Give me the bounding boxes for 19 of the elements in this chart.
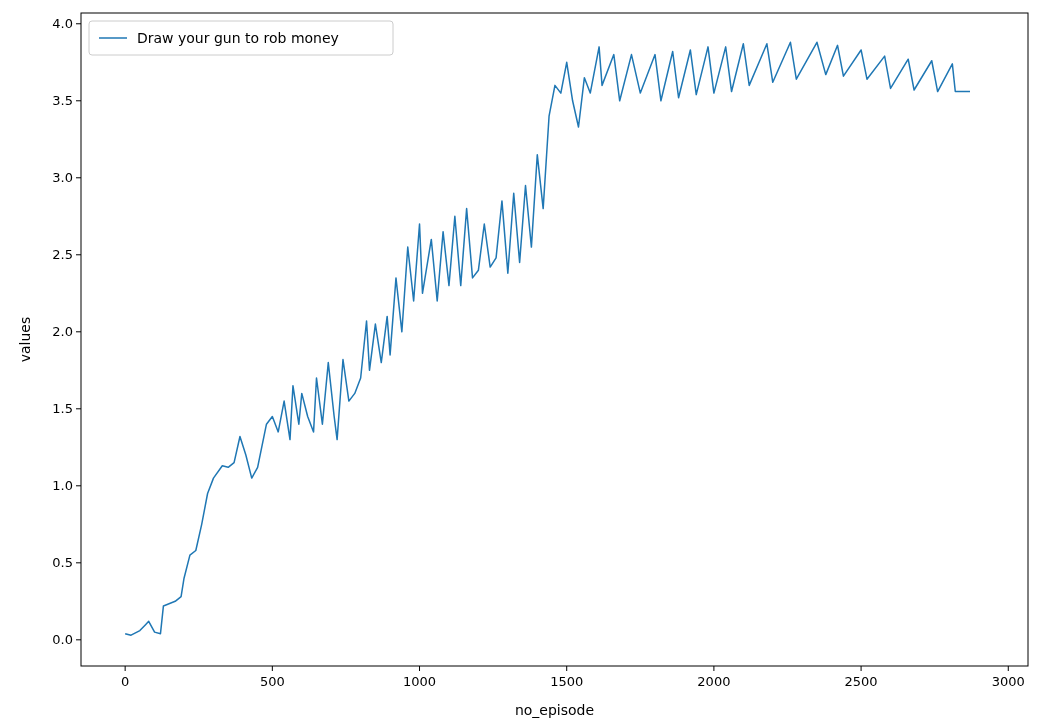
- x-axis-title: no_episode: [514, 702, 595, 718]
- x-tick-label: 1000: [402, 674, 437, 689]
- x-tick-label: 2500: [844, 674, 878, 689]
- y-tick-label: 0.0: [52, 632, 73, 648]
- y-tick-label: 0.5: [52, 555, 73, 571]
- y-tick-label: 1.5: [52, 401, 73, 417]
- x-tick-label: 3000: [991, 674, 1025, 689]
- y-tick-label: 2.5: [52, 247, 73, 263]
- y-tick-label: 1.0: [52, 478, 73, 494]
- legend-label: Draw your gun to rob money: [137, 30, 339, 46]
- x-tick-label: 2000: [697, 674, 731, 689]
- y-tick-label: 3.5: [52, 93, 73, 109]
- x-tick-label: 0: [121, 674, 130, 689]
- x-tick-label: 500: [259, 674, 285, 689]
- y-axis-title: values: [17, 316, 33, 363]
- y-tick-label: 3.0: [52, 170, 73, 186]
- x-tick-label: 1500: [550, 674, 584, 689]
- y-tick-label: 4.0: [52, 16, 73, 32]
- y-tick-label: 2.0: [52, 324, 73, 340]
